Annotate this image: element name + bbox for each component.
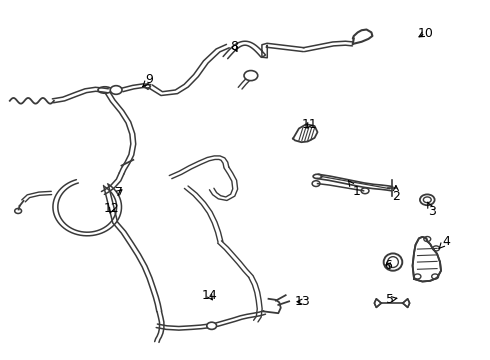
Text: 11: 11 xyxy=(302,118,318,131)
Text: 13: 13 xyxy=(295,295,311,308)
Text: 12: 12 xyxy=(104,202,120,215)
Polygon shape xyxy=(413,237,441,282)
Circle shape xyxy=(420,194,435,205)
Text: 14: 14 xyxy=(202,289,218,302)
Circle shape xyxy=(110,86,122,94)
Text: 7: 7 xyxy=(115,186,122,199)
Text: 9: 9 xyxy=(143,73,153,87)
Text: 6: 6 xyxy=(384,259,392,272)
Text: 4: 4 xyxy=(439,235,450,248)
Text: 2: 2 xyxy=(392,185,400,203)
Text: 1: 1 xyxy=(348,180,361,198)
Polygon shape xyxy=(374,299,381,307)
Text: 10: 10 xyxy=(417,27,433,40)
Text: 3: 3 xyxy=(428,202,436,218)
Text: 5: 5 xyxy=(386,293,397,306)
Polygon shape xyxy=(403,299,410,307)
Circle shape xyxy=(207,322,217,329)
Text: 8: 8 xyxy=(230,40,238,53)
